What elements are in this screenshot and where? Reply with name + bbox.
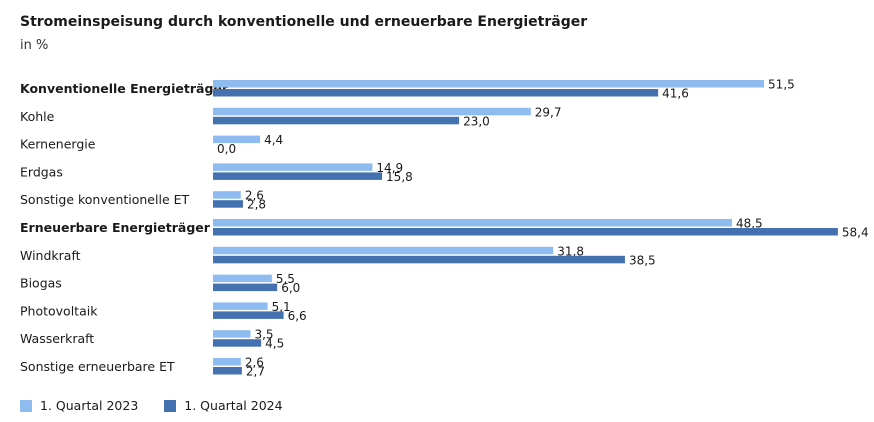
bar-2024 <box>213 311 284 319</box>
bar-2023 <box>213 191 241 199</box>
value-label: 31,8 <box>557 244 584 258</box>
category-label: Kohle <box>20 109 55 124</box>
bar-2023 <box>213 246 554 255</box>
value-label: 6,0 <box>281 281 300 295</box>
bar-2023 <box>213 107 531 116</box>
value-label: 4,4 <box>264 133 283 147</box>
value-label: 29,7 <box>535 105 562 119</box>
legend-label-2024: 1. Quartal 2024 <box>184 398 283 413</box>
category-label: Sonstige konventionelle ET <box>20 192 190 207</box>
bar-2023 <box>213 302 268 310</box>
bar-2024 <box>213 255 625 264</box>
bar-2023 <box>213 135 261 144</box>
bar-2023 <box>213 80 765 88</box>
value-label: 38,5 <box>629 253 656 267</box>
category-label: Sonstige erneuerbare ET <box>20 359 175 374</box>
bar-2023 <box>213 330 251 338</box>
chart-title: Stromeinspeisung durch konventionelle un… <box>20 14 588 30</box>
legend: 1. Quartal 2023 1. Quartal 2024 <box>20 398 309 413</box>
category-label: Kernenergie <box>20 137 96 152</box>
value-label: 4,5 <box>265 337 284 351</box>
value-label: 14,9 <box>376 161 403 175</box>
value-label: 5,1 <box>272 300 291 314</box>
value-label: 2,7 <box>246 365 265 379</box>
legend-item-2024: 1. Quartal 2024 <box>164 398 283 413</box>
category-label: Konventionelle Energieträger <box>20 81 229 96</box>
legend-label-2023: 1. Quartal 2023 <box>40 398 139 413</box>
category-label: Erneuerbare Energieträger <box>20 220 211 235</box>
bar-2023 <box>213 163 373 171</box>
value-label: 58,4 <box>842 226 869 240</box>
value-label: 3,5 <box>254 328 273 342</box>
legend-swatch-2023 <box>20 399 32 412</box>
bar-2024 <box>213 367 242 375</box>
value-label: 0,0 <box>217 142 236 156</box>
bar-2024 <box>213 339 262 347</box>
category-label: Biogas <box>20 276 62 291</box>
value-label: 48,5 <box>736 217 763 231</box>
category-label: Wasserkraft <box>20 331 94 346</box>
legend-swatch-2024 <box>164 399 177 412</box>
value-label: 51,5 <box>768 78 795 92</box>
bar-2024 <box>213 200 243 208</box>
category-label: Windkraft <box>20 248 81 263</box>
bar-2024 <box>213 116 460 125</box>
value-label: 2,8 <box>247 198 266 212</box>
bar-2024 <box>213 89 659 97</box>
bar-2023 <box>213 358 241 366</box>
value-label: 23,0 <box>463 114 490 128</box>
value-label: 5,5 <box>276 272 295 286</box>
bar-2024 <box>213 228 838 236</box>
chart-subtitle: in % <box>20 38 49 53</box>
category-label: Photovoltaik <box>20 303 98 318</box>
value-label: 15,8 <box>386 170 413 184</box>
bar-2024 <box>213 172 383 180</box>
category-label: Erdgas <box>20 164 63 179</box>
value-label: 6,6 <box>288 309 307 323</box>
value-label: 2,6 <box>245 189 264 203</box>
bar-2024 <box>213 283 278 292</box>
value-label: 41,6 <box>662 87 689 101</box>
bar-2023 <box>213 274 272 283</box>
value-label: 2,6 <box>245 356 264 370</box>
bar-2023 <box>213 219 732 227</box>
legend-item-2023: 1. Quartal 2023 <box>20 398 138 413</box>
